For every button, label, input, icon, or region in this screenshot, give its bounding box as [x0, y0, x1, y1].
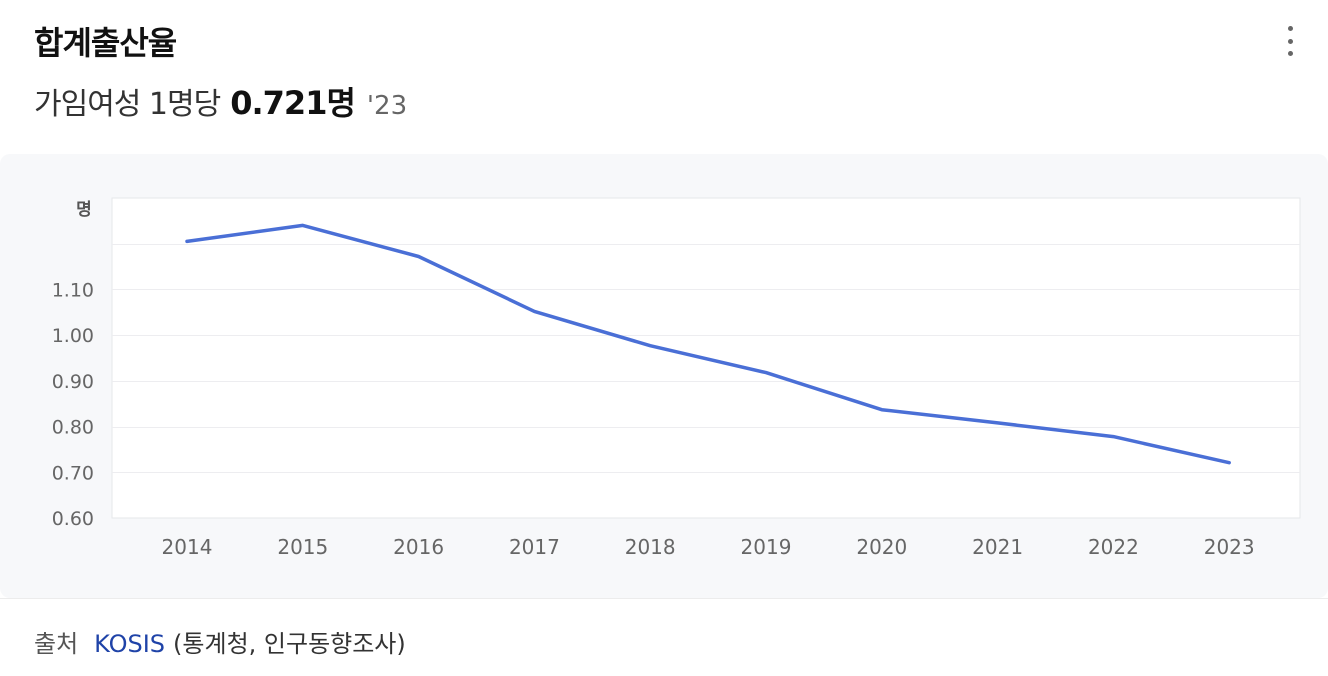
source-link[interactable]: KOSIS: [94, 630, 166, 658]
x-tick-label: 2022: [1088, 535, 1139, 559]
line-chart: 0.60 0.70 0.80 0.90 1.00 1.10 명 2014 2015 2016 201…: [52, 197, 1301, 559]
y-tick-label: 0.90: [52, 371, 94, 393]
divider: [0, 598, 1328, 599]
x-tick-label: 2021: [972, 535, 1023, 559]
more-dot-icon: [1287, 26, 1293, 31]
y-unit-label: 명: [76, 200, 92, 220]
source-detail: (통계청, 인구동향조사): [173, 630, 406, 658]
x-tick-label: 2014: [162, 535, 213, 559]
chart-title: 합계출산율: [34, 24, 177, 62]
y-tick-label: 1.00: [52, 325, 94, 347]
x-tick-label: 2018: [625, 535, 676, 559]
more-options-button[interactable]: [1276, 26, 1304, 56]
x-tick-label: 2015: [277, 535, 328, 559]
subtitle-year: '23: [366, 91, 408, 121]
x-tick-label: 2017: [509, 535, 560, 559]
series-line: [185, 223, 1231, 465]
y-tick-label: 0.80: [52, 417, 94, 439]
chart-panel: 0.60 0.70 0.80 0.90 1.00 1.10 명 2014 2015 2016 201…: [0, 154, 1328, 598]
source-line: 출처 KOSIS (통계청, 인구동향조사): [34, 624, 406, 659]
x-tick-label: 2019: [741, 535, 792, 559]
more-dot-icon: [1287, 51, 1293, 56]
x-tick-label: 2023: [1204, 535, 1255, 559]
y-tick-label: 1.10: [52, 279, 94, 301]
x-tick-label: 2020: [856, 535, 907, 559]
x-tick-label: 2016: [393, 535, 444, 559]
subtitle-value: 0.721명: [230, 84, 356, 122]
subtitle-label: 가임여성 1명당: [34, 87, 221, 122]
y-tick-label: 0.70: [52, 462, 94, 484]
subtitle: 가임여성 1명당 0.721명 '23: [34, 78, 407, 124]
y-tick-label: 0.60: [52, 508, 94, 530]
more-dot-icon: [1287, 38, 1293, 44]
source-label: 출처: [34, 630, 79, 658]
